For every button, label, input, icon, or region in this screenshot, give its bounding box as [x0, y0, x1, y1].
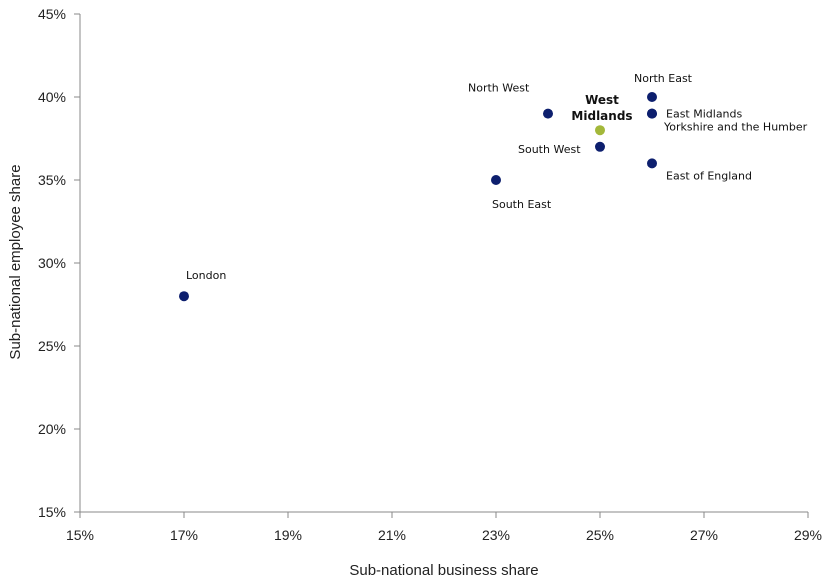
y-tick-label: 40% [38, 89, 66, 105]
point-label: London [186, 269, 226, 282]
point-label: East Midlands [666, 108, 743, 121]
point-label: West Midlands [571, 93, 632, 123]
y-tick-label: 20% [38, 421, 66, 437]
x-tick-label: 21% [378, 527, 406, 543]
data-point [595, 125, 605, 136]
y-axis-title: Sub-national employee share [7, 164, 24, 359]
data-point [647, 108, 657, 119]
x-tick-labels: 15% 17% 19% 21% 23% 25% 27% 29% [66, 527, 822, 543]
point-label-line: Midlands [571, 109, 632, 123]
y-tick-label: 30% [38, 255, 66, 271]
y-tick-label: 15% [38, 504, 66, 520]
data-point [543, 108, 553, 119]
point-label-line: West [585, 93, 619, 107]
x-tick-label: 23% [482, 527, 510, 543]
x-tick-label: 17% [170, 527, 198, 543]
y-tick-label: 25% [38, 338, 66, 354]
axes [74, 13, 809, 518]
x-axis-title: Sub-national business share [349, 562, 538, 579]
y-tick-label: 35% [38, 172, 66, 188]
point-labels: London South East North West South West West… [186, 72, 808, 282]
data-point [491, 175, 501, 185]
x-tick-label: 25% [586, 527, 614, 543]
data-point [595, 141, 605, 152]
y-tick-labels: 15% 20% 25% 30% 35% 40% 45% [38, 6, 66, 520]
point-label: North West [468, 82, 530, 95]
point-label: North East [634, 72, 693, 85]
x-tick-label: 27% [690, 527, 718, 543]
x-tick-label: 19% [274, 527, 302, 543]
y-tick-label: 45% [38, 6, 66, 22]
point-label: South East [492, 198, 552, 211]
point-label: East of England [666, 169, 752, 182]
data-points [179, 92, 657, 302]
data-point [647, 158, 657, 169]
x-tick-label: 15% [66, 527, 94, 543]
data-point [647, 92, 657, 102]
point-label: South West [518, 143, 581, 156]
x-tick-label: 29% [794, 527, 822, 543]
data-point [179, 291, 189, 302]
point-label: Yorkshire and the Humber [663, 121, 808, 134]
